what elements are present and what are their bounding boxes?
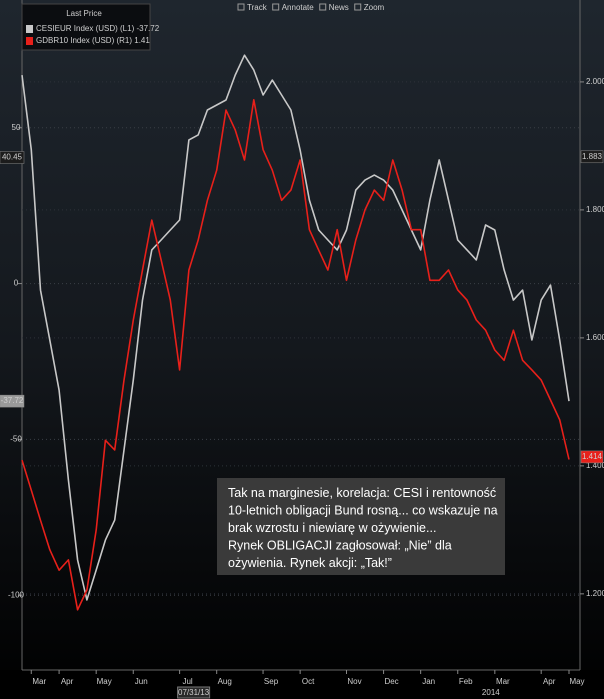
- y-tick-label: 0: [14, 279, 19, 288]
- crosshair-date: 07/31/13: [178, 688, 210, 697]
- value-marker: [580, 150, 604, 164]
- value-marker: [0, 394, 25, 408]
- legend-swatch: [26, 37, 33, 45]
- toolbar-button[interactable]: Zoom: [364, 3, 385, 12]
- x-tick-label: Apr: [61, 677, 74, 686]
- series-line: [21, 99, 570, 611]
- y-tick-label: -100: [8, 590, 25, 599]
- legend-label: CESIEUR Index (USD) (L1) -37.72: [36, 24, 160, 33]
- value-marker: [0, 151, 25, 164]
- x-tick-label: Nov: [347, 677, 361, 686]
- y2-tick-label: 1.600: [586, 333, 604, 342]
- x-tick-label: May: [569, 677, 584, 686]
- x-tick-label: Sep: [264, 677, 279, 686]
- annotation: Tak na marginesie, korelacja: CESI i ren…: [217, 478, 505, 575]
- series-line: [21, 54, 570, 601]
- x-tick-label: Dec: [384, 677, 398, 686]
- legend-title: Last Price: [66, 9, 102, 18]
- toolbar-button[interactable]: Annotate: [282, 3, 315, 12]
- y2-tick-label: 2.000: [586, 77, 604, 86]
- value-marker-label: 40.45: [2, 153, 23, 162]
- annotation-line: 10-letnich obligacji Bund rosną... co ws…: [228, 504, 498, 518]
- x-axis-band: [0, 670, 604, 699]
- toolbar-button[interactable]: News: [329, 3, 349, 12]
- annotation-line: Rynek OBLIGACJI zagłosował: „Nie” dla: [228, 539, 452, 553]
- x-tick-label: Mar: [496, 677, 510, 686]
- legend-label: GDBR10 Index (USD) (R1) 1.41: [36, 36, 150, 45]
- x-tick-label: Jun: [135, 677, 148, 686]
- toolbar-button[interactable]: Track: [247, 3, 268, 12]
- annotation-line: ożywienia. Rynek akcji: „Tak!”: [228, 556, 392, 570]
- toolbar: Track Annotate News Zoom: [237, 3, 385, 12]
- y-tick-label: -50: [10, 435, 22, 444]
- toolbar-icon[interactable]: [237, 3, 245, 11]
- value-marker-label: -37.72: [1, 396, 24, 405]
- y2-tick-label: 1.400: [586, 461, 604, 470]
- x-tick-label: May: [97, 677, 112, 686]
- annotation-line: Tak na marginesie, korelacja: CESI i ren…: [228, 486, 496, 500]
- x-tick-label: Jan: [422, 677, 435, 686]
- x-tick-label: Jul: [182, 677, 192, 686]
- x-tick-label: Aug: [218, 677, 232, 686]
- annotation-line: brak wzrostu i niewiarę w ożywienie...: [228, 521, 436, 535]
- x-tick-label: Mar: [32, 677, 46, 686]
- legend-box: [21, 3, 151, 51]
- legend-swatch: [26, 25, 33, 33]
- toolbar-icon[interactable]: [272, 3, 280, 11]
- y-tick-label: 50: [12, 123, 21, 132]
- year-label: 2014: [482, 688, 500, 697]
- crosshair-date-box: [177, 686, 211, 699]
- value-marker-label: 1.414: [582, 452, 603, 461]
- value-marker-label: 1.883: [582, 152, 603, 161]
- toolbar-icon[interactable]: [319, 3, 327, 11]
- y2-tick-label: 1.200: [586, 589, 604, 598]
- legend: Last Price CESIEUR Index (USD) (L1) -37.…: [21, 3, 160, 51]
- annotation-box: [217, 478, 505, 575]
- x-tick-label: Feb: [459, 677, 473, 686]
- x-tick-label: Apr: [543, 677, 556, 686]
- value-marker: [580, 450, 604, 464]
- x-tick-label: Oct: [302, 677, 315, 686]
- toolbar-icon[interactable]: [354, 3, 362, 11]
- y2-tick-label: 1.800: [586, 205, 604, 214]
